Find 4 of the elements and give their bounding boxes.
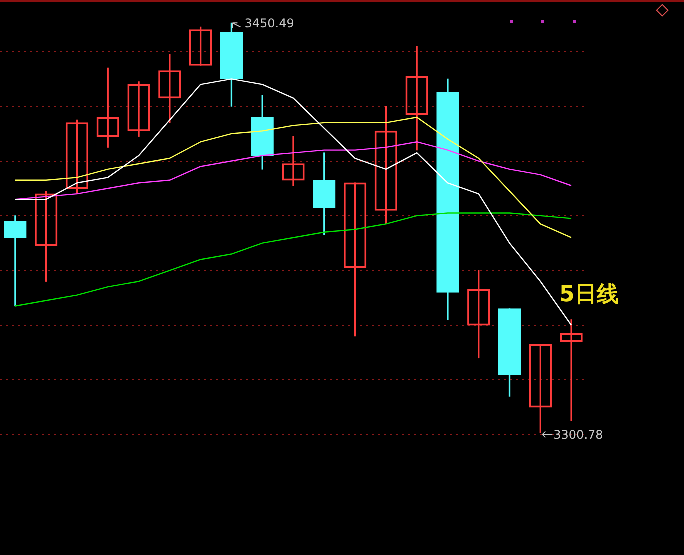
series-label: 5日线 bbox=[560, 282, 619, 308]
annotation: 3300.78 bbox=[554, 428, 604, 442]
candlestick bbox=[4, 216, 27, 307]
annotation: 3450.49 bbox=[244, 16, 294, 30]
